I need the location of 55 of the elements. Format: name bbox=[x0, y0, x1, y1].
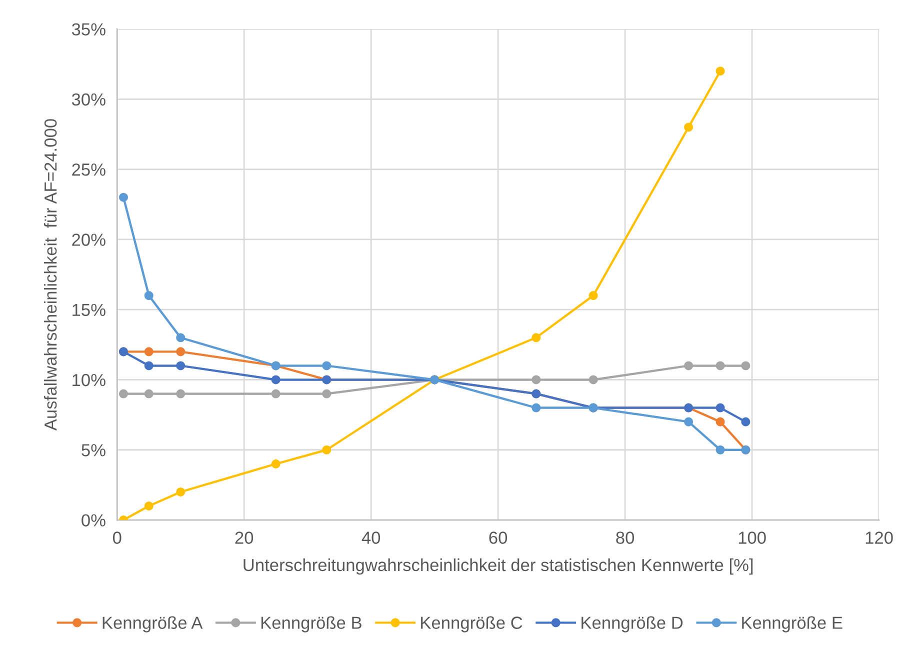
point bbox=[684, 417, 694, 426]
point bbox=[271, 389, 280, 398]
point bbox=[322, 445, 332, 454]
point bbox=[144, 291, 154, 300]
y-tick-label: 35% bbox=[72, 23, 106, 36]
y-tick-label: 20% bbox=[72, 234, 106, 246]
x-axis-title: Unterschreitungwahrscheinlichkeit der statistischen Kennwerte [%] bbox=[244, 558, 753, 575]
point bbox=[176, 347, 186, 356]
point bbox=[176, 389, 186, 398]
point bbox=[741, 361, 750, 370]
point bbox=[588, 375, 598, 384]
point bbox=[271, 459, 280, 468]
point bbox=[716, 417, 725, 426]
point bbox=[176, 361, 186, 370]
point bbox=[176, 333, 186, 342]
y-tick-label: 30% bbox=[72, 93, 106, 106]
point bbox=[532, 403, 541, 412]
point bbox=[118, 389, 128, 398]
x-tick-label: 80 bbox=[616, 532, 634, 544]
point bbox=[144, 347, 154, 356]
y-tick-label: 0% bbox=[82, 514, 106, 526]
point bbox=[322, 389, 332, 398]
x-tick-label: 20 bbox=[235, 532, 254, 544]
point bbox=[532, 375, 541, 384]
point bbox=[716, 445, 725, 454]
point bbox=[684, 122, 694, 132]
legend-label: Kenngröße E bbox=[742, 616, 842, 632]
y-axis-title: Ausfallwahrscheinlichkeit für AF=24.000 bbox=[44, 119, 57, 431]
y-tick-label: 10% bbox=[72, 374, 106, 386]
x-tick-label: 40 bbox=[362, 532, 380, 544]
x-tick-label: 100 bbox=[738, 532, 766, 544]
point bbox=[144, 501, 154, 511]
x-tick-label: 0 bbox=[112, 532, 122, 544]
x-tick-label: 60 bbox=[489, 532, 508, 544]
point bbox=[716, 403, 725, 412]
point bbox=[716, 361, 725, 370]
point bbox=[176, 487, 186, 496]
point bbox=[684, 361, 694, 370]
x-tick-label: 120 bbox=[866, 532, 893, 544]
y-tick-label: 5% bbox=[82, 444, 106, 456]
point bbox=[144, 361, 154, 370]
point bbox=[588, 291, 598, 300]
point bbox=[741, 417, 750, 426]
point bbox=[144, 389, 154, 398]
point bbox=[118, 192, 128, 202]
point bbox=[322, 361, 332, 370]
legend-label: Kenngröße C bbox=[421, 616, 522, 632]
legend-label: Kenngröße A bbox=[102, 616, 203, 632]
legend-label: Kenngröße B bbox=[261, 616, 362, 632]
y-tick-label: 15% bbox=[72, 304, 106, 316]
point bbox=[716, 66, 725, 76]
legend-label: Kenngröße D bbox=[582, 616, 683, 632]
point bbox=[271, 375, 280, 384]
y-tick-label: 25% bbox=[72, 163, 106, 176]
point bbox=[532, 333, 541, 342]
